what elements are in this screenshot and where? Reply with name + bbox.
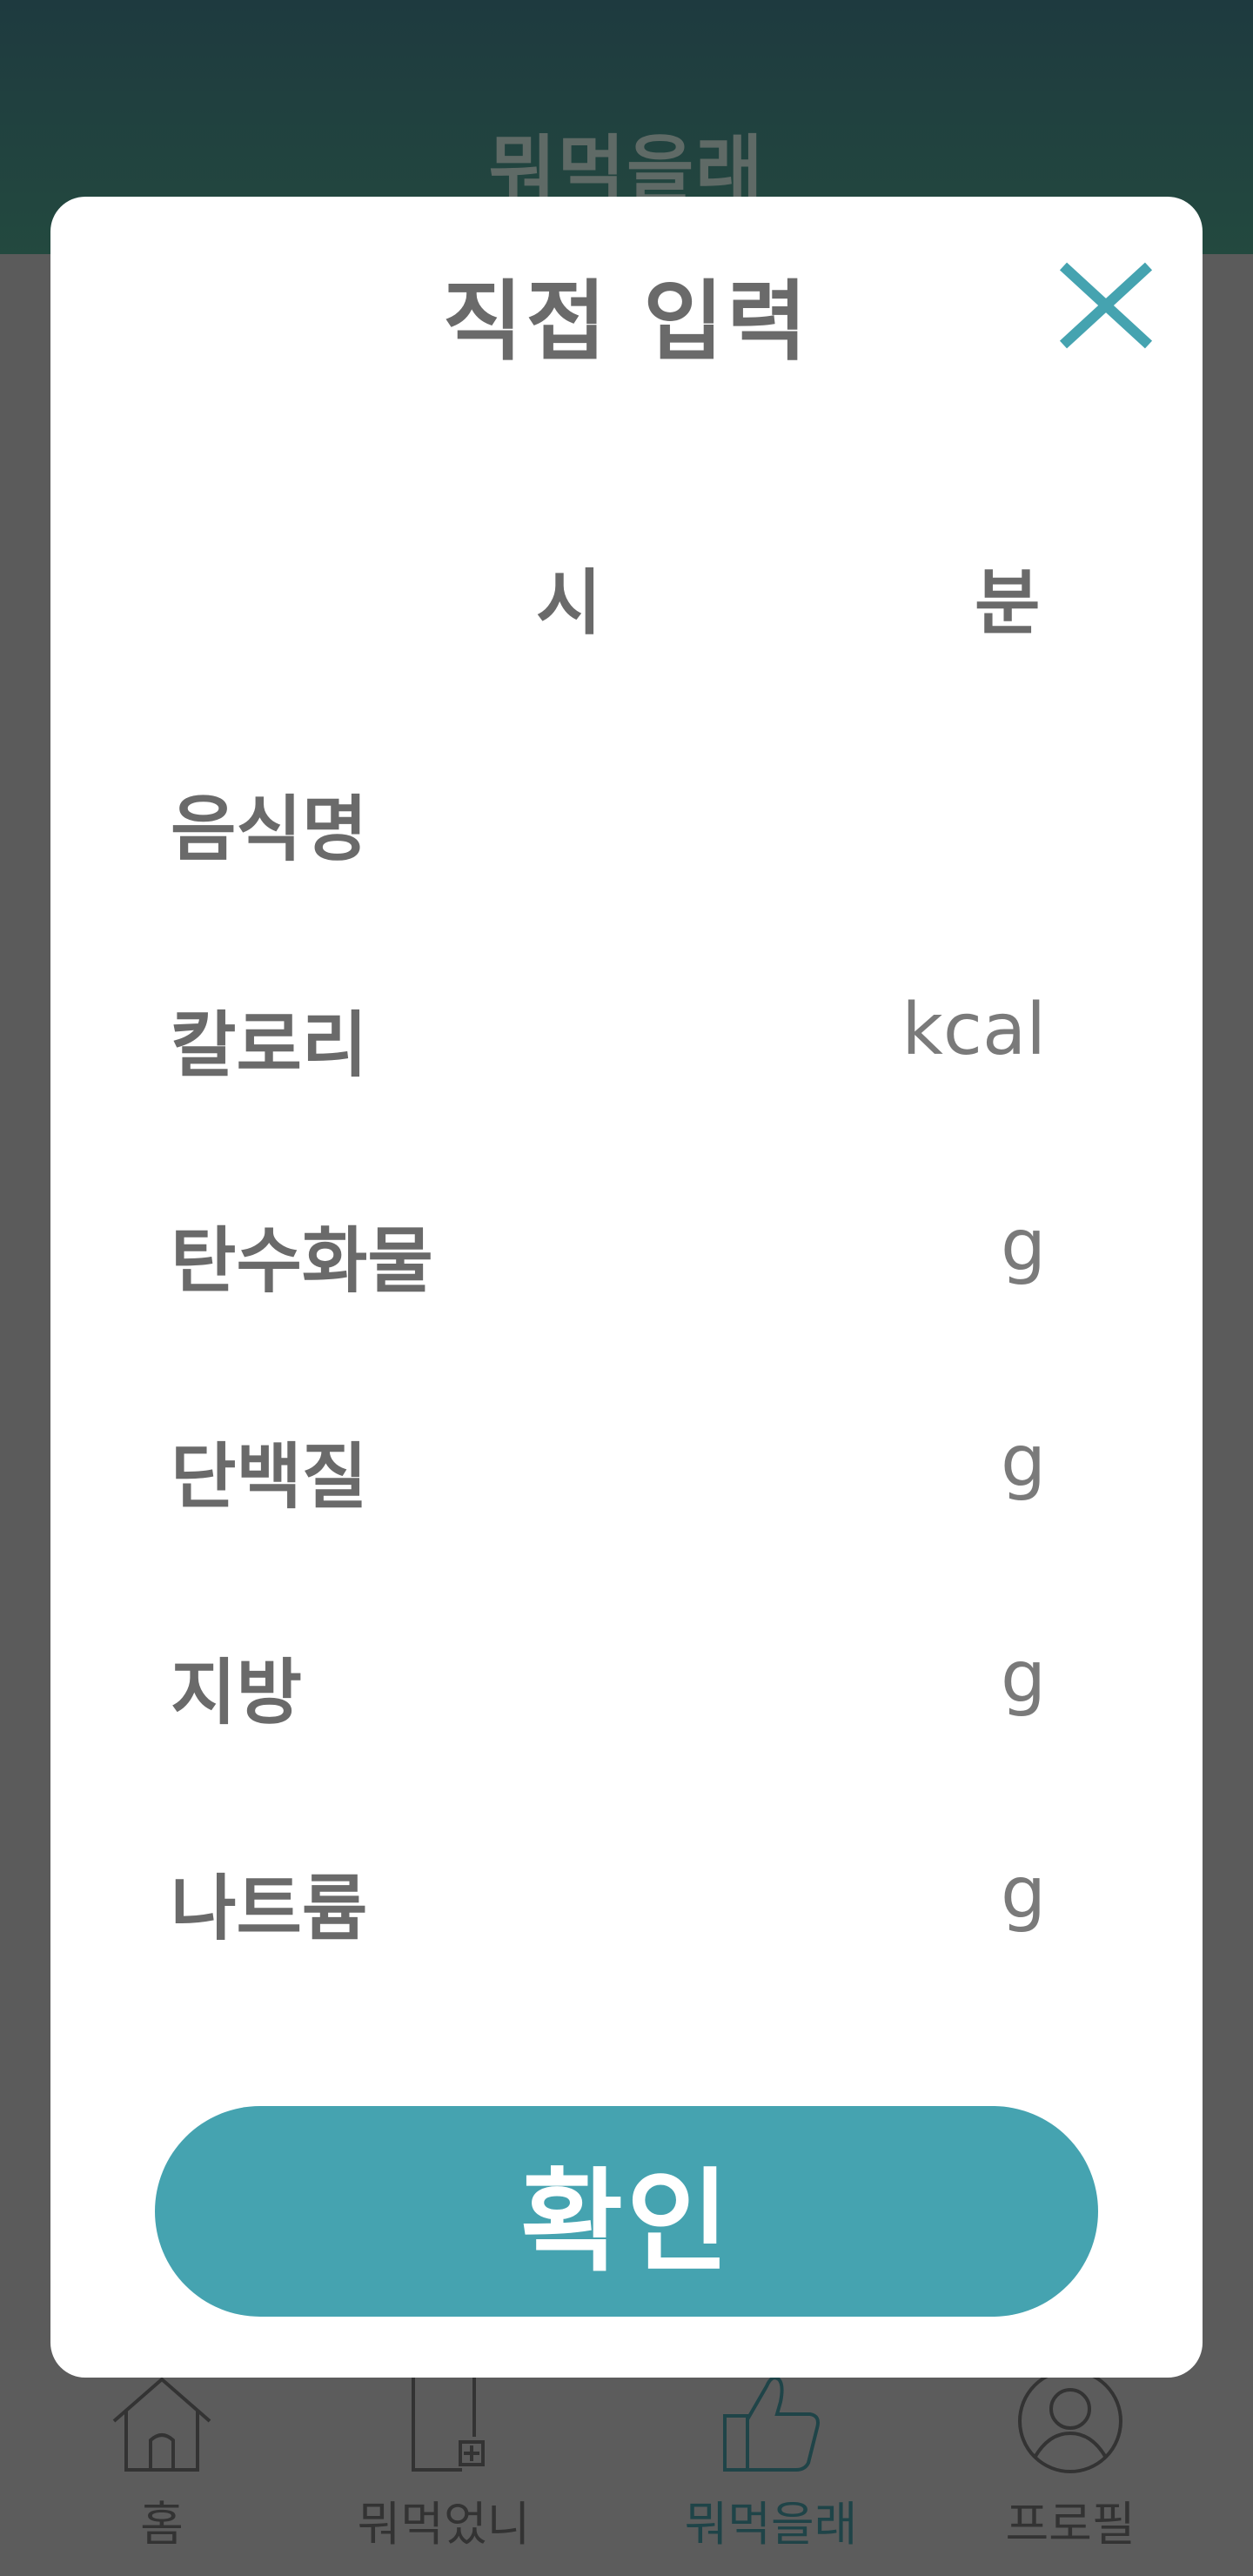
fat-input[interactable] bbox=[486, 1634, 924, 1732]
carbs-input[interactable] bbox=[486, 1203, 924, 1300]
add-document-icon bbox=[412, 2371, 485, 2472]
field-row-carbs: 탄수화물 g bbox=[50, 1185, 1203, 1316]
hour-input[interactable] bbox=[312, 553, 524, 642]
fat-label: 지방 bbox=[171, 1652, 302, 1734]
calories-unit: kcal bbox=[901, 989, 1046, 1071]
profile-icon bbox=[1018, 2369, 1122, 2473]
nav-label-profile: 프로필 bbox=[1005, 2497, 1136, 2552]
close-button[interactable] bbox=[1049, 249, 1163, 362]
bottom-nav: 홈 뭐먹었니 뭐먹을래 프로필 bbox=[0, 2350, 1253, 2576]
thumbs-up-icon bbox=[723, 2376, 820, 2472]
minute-label: 분 bbox=[975, 562, 1041, 645]
nav-item-home[interactable]: 홈 bbox=[31, 2367, 292, 2567]
field-row-calories: 칼로리 kcal bbox=[50, 969, 1203, 1100]
confirm-button[interactable]: 확인 bbox=[155, 2106, 1098, 2317]
food-name-label: 음식명 bbox=[171, 788, 368, 871]
fat-unit: g bbox=[1000, 1636, 1046, 1719]
minute-input[interactable] bbox=[747, 553, 959, 642]
calories-label: 칼로리 bbox=[171, 1004, 368, 1087]
nav-item-profile[interactable]: 프로필 bbox=[940, 2367, 1201, 2567]
modal-title: 직접 입력 bbox=[442, 271, 811, 372]
nav-label-what-eat: 뭐먹을래 bbox=[684, 2497, 858, 2552]
nav-item-what-eat[interactable]: 뭐먹을래 bbox=[640, 2367, 901, 2567]
field-row-sodium: 나트륨 g bbox=[50, 1833, 1203, 1963]
protein-unit: g bbox=[1000, 1420, 1046, 1503]
sodium-label: 나트륨 bbox=[171, 1868, 368, 1950]
carbs-unit: g bbox=[1000, 1204, 1046, 1287]
field-row-fat: 지방 g bbox=[50, 1617, 1203, 1748]
food-name-input[interactable] bbox=[486, 771, 924, 869]
hour-label: 시 bbox=[536, 562, 602, 645]
calories-input[interactable] bbox=[486, 987, 924, 1084]
sodium-unit: g bbox=[1000, 1852, 1046, 1935]
field-row-protein: 단백질 g bbox=[50, 1401, 1203, 1532]
protein-label: 단백질 bbox=[171, 1436, 368, 1519]
nav-label-what-ate: 뭐먹었니 bbox=[357, 2497, 531, 2552]
home-icon bbox=[112, 2377, 211, 2472]
nav-label-home: 홈 bbox=[140, 2497, 184, 2552]
direct-input-modal: 직접 입력 시 분 음식명 칼로리 kcal 탄수화물 g 단백질 g 지방 g… bbox=[50, 197, 1203, 2378]
sodium-input[interactable] bbox=[486, 1850, 924, 1948]
field-row-food-name: 음식명 bbox=[50, 754, 1203, 884]
carbs-label: 탄수화물 bbox=[171, 1220, 433, 1303]
protein-input[interactable] bbox=[486, 1419, 924, 1516]
close-icon bbox=[1059, 262, 1153, 349]
time-row: 시 분 bbox=[50, 545, 1203, 658]
nav-item-what-ate[interactable]: 뭐먹었니 bbox=[313, 2367, 574, 2567]
